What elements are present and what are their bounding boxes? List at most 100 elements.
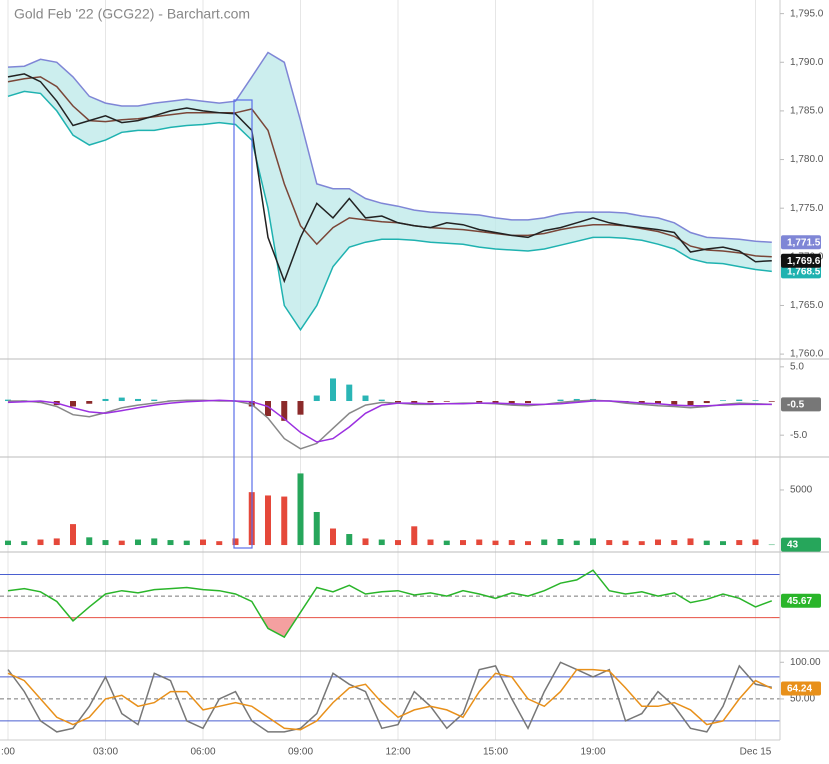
band-fill — [8, 52, 772, 330]
volume-bar — [346, 534, 353, 546]
y-tick-label: 5000 — [790, 485, 813, 496]
histogram-bar — [557, 399, 564, 402]
volume-bar — [21, 541, 28, 546]
histogram-bar — [281, 401, 288, 421]
histogram-bar — [768, 401, 775, 402]
price-tag-label: 1,768.5 — [787, 267, 821, 278]
price-tag-box — [781, 235, 821, 250]
volume-bar — [492, 540, 499, 546]
volume-bar — [297, 473, 304, 546]
price-tag-label: 1,771.5 — [787, 237, 821, 248]
y-tick-label: 5.0 — [790, 361, 804, 372]
y-tick-label: 50.00 — [790, 694, 815, 705]
y-tick-label: 1,795.0 — [790, 8, 824, 19]
histogram-bar — [736, 399, 743, 402]
x-tick-label: 03:00 — [93, 747, 118, 758]
y-tick-label: 1,785.0 — [790, 106, 824, 117]
highlight-box — [233, 99, 253, 549]
histogram-bar — [378, 399, 385, 402]
volume-bar — [720, 541, 726, 546]
price-tag-box — [781, 681, 821, 696]
histogram-bar — [411, 401, 418, 404]
price-tag: -0.5 — [781, 397, 821, 412]
histogram-bar — [443, 401, 450, 402]
price-tag: 43 — [781, 537, 821, 552]
histogram-bar — [703, 401, 710, 404]
volume-bar — [427, 539, 434, 546]
x-tick-label: 09:00 — [288, 747, 313, 758]
price-tag-box — [781, 264, 821, 279]
volume-bar — [378, 539, 385, 546]
y-tick-label: 1,760.0 — [790, 349, 824, 360]
volume-bar — [460, 540, 466, 546]
volume-bar — [476, 539, 483, 546]
chart-title: Gold Feb '22 (GCG22) - Barchart.com — [14, 6, 250, 22]
volume-bar — [183, 540, 190, 546]
x-tick-label: 06:00 — [190, 747, 215, 758]
price-tag-label: 45.67 — [787, 596, 812, 607]
volume-bar — [151, 538, 158, 546]
volume-bar — [525, 541, 531, 546]
series-line — [7, 76, 772, 258]
histogram-bar — [395, 401, 401, 403]
series-line — [7, 51, 772, 243]
volume-bar — [167, 540, 174, 546]
y-tick-label: -5.0 — [790, 430, 808, 441]
volume-bar — [135, 539, 141, 546]
oversold-fill — [8, 617, 772, 638]
histogram-bar — [313, 395, 320, 402]
price-tag-label: 43 — [787, 540, 799, 551]
volume-bar — [622, 540, 629, 546]
histogram-bar — [752, 400, 759, 402]
y-tick-label: 100.00 — [790, 657, 821, 668]
histogram-bar — [265, 401, 271, 417]
y-tick-label: 1,765.0 — [790, 300, 824, 311]
volume-bar — [86, 537, 93, 546]
histogram-bar — [525, 401, 531, 404]
histogram-bar — [346, 384, 353, 402]
volume-bar — [443, 540, 450, 546]
volume-bar — [541, 539, 548, 546]
volume-bar — [573, 540, 580, 546]
histogram-bar — [671, 401, 678, 405]
histogram-bar — [476, 401, 483, 403]
histogram-bar — [492, 401, 499, 404]
volume-bar — [281, 496, 288, 546]
volume-bar — [655, 539, 661, 546]
histogram-bar — [508, 401, 515, 404]
price-tag: 64.24 — [781, 681, 821, 696]
price-tag: 1,768.5 — [781, 264, 821, 279]
volume-bar — [232, 538, 239, 546]
series-line — [7, 569, 773, 639]
x-tick-label: :00 — [1, 747, 15, 758]
volume-bar — [37, 539, 44, 546]
volume-bar — [557, 538, 564, 546]
price-tag-box — [781, 537, 821, 552]
volume-bar — [118, 540, 125, 546]
series-line — [8, 399, 772, 450]
series-line — [7, 90, 772, 332]
volume-bar — [703, 540, 710, 546]
volume-bar — [102, 540, 109, 546]
price-tag: 1,769.6 — [781, 253, 821, 268]
y-tick-label: 1,780.0 — [790, 154, 824, 165]
histogram-bar — [720, 400, 726, 402]
series-line — [7, 668, 773, 731]
volume-bar — [362, 538, 369, 546]
volume-bar — [508, 540, 515, 546]
price-tag-label: -0.5 — [787, 400, 805, 411]
histogram-bar — [102, 398, 109, 402]
price-tag: 1,771.5 — [781, 235, 821, 250]
volume-bar — [638, 541, 645, 546]
volume-bar — [330, 528, 336, 546]
volume-bar — [265, 495, 271, 546]
histogram-bar — [638, 401, 645, 404]
histogram-bar — [687, 401, 694, 406]
price-tag-box — [781, 397, 821, 412]
histogram-bar — [135, 398, 141, 402]
histogram-bar — [297, 401, 304, 415]
volume-bar — [5, 540, 11, 546]
histogram-bar — [70, 401, 76, 407]
